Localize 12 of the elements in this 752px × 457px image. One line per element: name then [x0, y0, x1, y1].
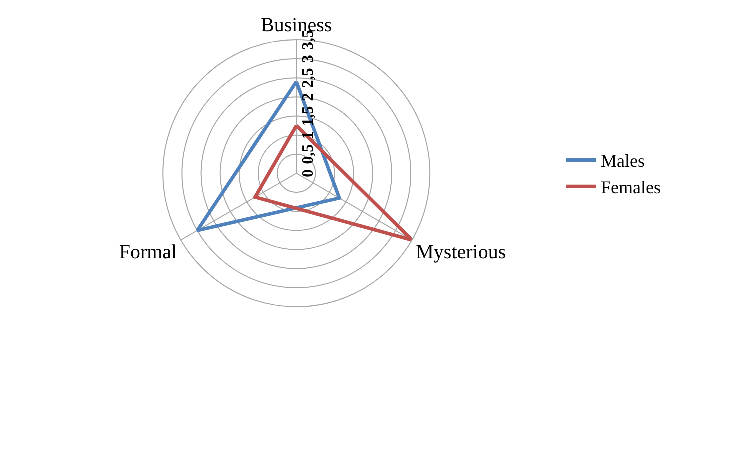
y-tick-label: 3 — [300, 55, 318, 64]
spoke-label: Mysterious — [416, 242, 506, 264]
spoke-label: Formal — [119, 242, 178, 264]
y-tick-label: 3,5 — [300, 30, 318, 50]
y-tick-label: 2 — [300, 93, 318, 102]
legend-label: Females — [601, 178, 662, 198]
y-tick-label: 0 — [300, 170, 318, 178]
y-tick-label: 0,5 — [300, 144, 318, 164]
y-tick-label: 1,5 — [300, 106, 318, 126]
y-tick-label: 2,5 — [300, 68, 318, 88]
y-tick-label: 1 — [300, 131, 318, 140]
legend-label: Males — [601, 151, 646, 172]
